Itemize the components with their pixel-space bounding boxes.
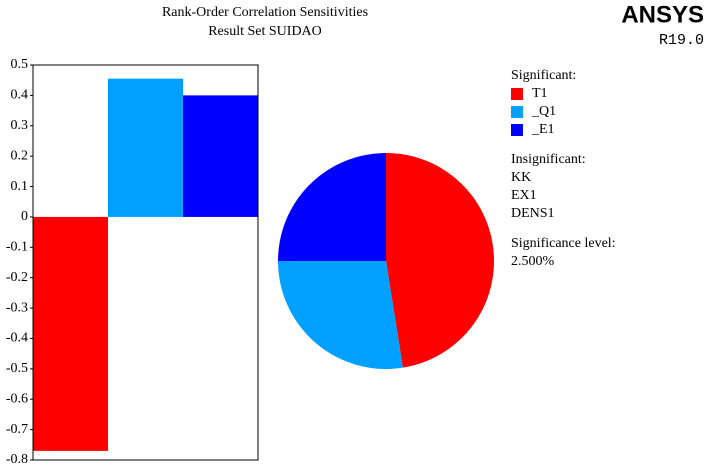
legend-swatch: [511, 106, 523, 118]
legend-label: T1: [532, 86, 548, 101]
chart-title: Rank-Order Correlation Sensitivities: [162, 5, 368, 20]
legend-label: _E1: [531, 122, 555, 137]
legend-swatch: [511, 88, 523, 100]
significance-level: 2.500%: [511, 254, 555, 269]
y-tick-label: -0.4: [6, 331, 28, 346]
y-tick-label: 0.1: [11, 179, 29, 194]
legend-heading: Insignificant:: [511, 152, 586, 167]
pie-slice: [386, 153, 495, 368]
y-tick-label: -0.5: [6, 361, 28, 376]
chart-subtitle: Result Set SUIDAO: [208, 24, 322, 39]
y-tick-label: 0: [21, 209, 28, 224]
bar: [183, 95, 258, 217]
y-tick-label: 0.4: [11, 88, 29, 103]
legend-heading: Significant:: [511, 68, 576, 83]
legend-heading: Significance level:: [511, 236, 616, 251]
legend-item: DENS1: [511, 206, 555, 221]
bar: [108, 78, 183, 217]
y-tick-label: -0.2: [6, 270, 28, 285]
y-tick-label: 0.2: [11, 148, 29, 163]
y-tick-label: 0.3: [11, 118, 29, 133]
logo-name: ANSYS: [621, 1, 704, 28]
legend-label: _Q1: [531, 104, 556, 119]
y-tick-label: -0.3: [6, 300, 28, 315]
legend-item: KK: [511, 170, 531, 185]
pie-slice: [278, 261, 403, 370]
y-tick-label: -0.6: [6, 391, 28, 406]
plot-frame: [32, 64, 259, 461]
legend-item: EX1: [511, 188, 537, 203]
legend-swatch: [511, 124, 523, 136]
bar: [33, 216, 108, 451]
y-tick-label: -0.7: [6, 422, 28, 437]
pie-slice: [278, 153, 386, 261]
y-tick-label: -0.8: [6, 452, 28, 467]
y-tick-label: -0.1: [6, 240, 28, 255]
logo-version: R19.0: [659, 32, 704, 49]
y-tick-label: 0.5: [11, 57, 29, 72]
